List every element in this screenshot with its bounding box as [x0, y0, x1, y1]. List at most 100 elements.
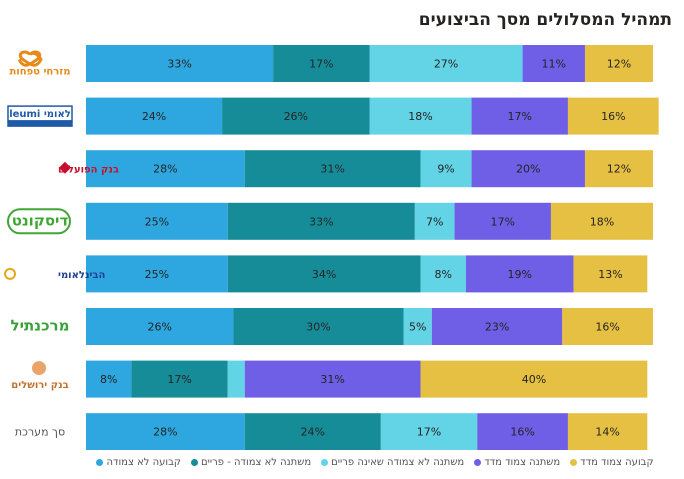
bar-segment[interactable] [562, 308, 653, 345]
bar-segment[interactable] [86, 360, 132, 398]
bar-segment[interactable] [227, 360, 245, 398]
bar-segment[interactable] [403, 308, 432, 345]
bar-segment[interactable] [233, 308, 404, 345]
legend-label: קבועה לא צמודה [106, 456, 182, 468]
data-label: 16% [601, 110, 625, 123]
sun-icon [4, 267, 16, 280]
bar-row: 25% 33% 7% 17% 18% [86, 202, 653, 240]
legend-label: משתנה צמוד מדד [484, 456, 561, 468]
data-label: 13% [598, 268, 622, 281]
chart-legend: קבועה לא צמודה משתנה לא צמודה - פריים משתנ… [96, 452, 654, 472]
bar-segment[interactable] [454, 202, 551, 240]
bar-segment[interactable] [567, 97, 659, 135]
bar-segment[interactable] [550, 202, 653, 240]
bank-name: הבינלאומי [58, 270, 105, 281]
bar-segment[interactable] [471, 150, 585, 188]
data-label: 31% [320, 163, 344, 176]
bar-segment[interactable] [86, 45, 274, 82]
bar-segment[interactable] [584, 150, 653, 188]
bank-name: לאומי leumi [9, 109, 71, 120]
bar-segment[interactable] [244, 150, 421, 188]
bank-name: בנק ירושלים [11, 380, 68, 391]
bank-logo: לאומי leumi [7, 105, 73, 127]
bank-logo: בנק הפועלים [58, 161, 119, 176]
stacked-bar-chart: 33% 17% 27% 11% 12% מזרחי טפחות 24% 26% 18% 17% 16… [4, 45, 659, 450]
bar-segment[interactable] [567, 413, 648, 450]
data-label: 17% [417, 426, 441, 439]
bar-row: 8% 17% 31% 40% [86, 360, 648, 398]
bar-segment[interactable] [227, 255, 421, 293]
data-label: 19% [508, 268, 532, 281]
bar-segment[interactable] [414, 202, 455, 240]
bank-logo: דיסקונט [7, 208, 71, 235]
data-label: 24% [142, 110, 166, 123]
legend-item[interactable]: קבועה לא צמודה [96, 457, 181, 468]
legend-item[interactable]: משתנה לא צמודה שאינה פריים [321, 457, 464, 468]
bar-segment[interactable] [86, 202, 228, 240]
bank-logo: מזרחי טפחות [9, 50, 71, 78]
bar-segment[interactable] [86, 97, 223, 135]
bar-segment[interactable] [420, 255, 466, 293]
legend-dot-icon [321, 458, 329, 466]
data-label: 28% [153, 426, 177, 439]
bar-row: 28% 24% 17% 16% 14% [86, 413, 648, 450]
data-label: 5% [409, 321, 426, 334]
bar-segment[interactable] [86, 255, 228, 293]
data-label: 27% [434, 58, 458, 71]
bar-segment[interactable] [131, 360, 228, 398]
legend-dot-icon [474, 458, 482, 466]
bank-name: מרכנתיל [11, 317, 70, 335]
legend-item[interactable]: משתנה לא צמודה - פריים [191, 457, 311, 468]
legend-dot-icon [570, 458, 578, 466]
bar-segment[interactable] [244, 413, 381, 450]
data-label: 20% [516, 163, 540, 176]
data-label: 11% [542, 58, 566, 71]
bar-segment[interactable] [86, 308, 234, 345]
data-label: 9% [437, 163, 454, 176]
legend-item[interactable]: קבועה צמוד מדד [570, 456, 654, 468]
bank-name: דיסקונט [12, 211, 69, 229]
bar-row: 28% 31% 9% 20% 12% [86, 150, 653, 188]
bar-segment[interactable] [369, 97, 472, 135]
data-label: 12% [607, 163, 631, 176]
infinity-icon [17, 50, 42, 67]
data-label: 40% [522, 373, 546, 386]
bar-segment[interactable] [573, 255, 648, 293]
bar-segment[interactable] [431, 308, 563, 345]
bar-row: 33% 17% 27% 11% 12% [86, 45, 653, 82]
bank-name: בנק הפועלים [58, 165, 119, 176]
bar-segment[interactable] [471, 97, 568, 135]
legend-label: משתנה לא צמודה שאינה פריים [331, 456, 465, 468]
bar-segment[interactable] [227, 202, 415, 240]
legend-label: קבועה צמוד מדד [580, 456, 654, 468]
data-label: 24% [301, 426, 325, 439]
bar-segment[interactable] [369, 45, 523, 82]
bar-segment[interactable] [380, 413, 478, 450]
data-label: 17% [508, 110, 532, 123]
bar-segment[interactable] [86, 413, 245, 450]
bar-segment[interactable] [584, 45, 653, 82]
bar-segment[interactable] [465, 255, 574, 293]
bar-segment[interactable] [244, 360, 421, 398]
bar-segment[interactable] [222, 97, 370, 135]
data-label: 8% [100, 373, 117, 386]
jerusalem-icon [32, 361, 46, 376]
data-label: 8% [434, 268, 451, 281]
bar-segment[interactable] [420, 360, 648, 398]
data-label: 17% [491, 215, 515, 228]
legend-item[interactable]: משתנה צמוד מדד [474, 457, 560, 468]
legend-dot-icon [191, 458, 199, 466]
bar-segment[interactable] [522, 45, 585, 82]
data-label: 14% [595, 426, 619, 439]
data-label: 30% [306, 321, 330, 334]
bank-logo: סך מערכת [15, 426, 65, 439]
data-label: 18% [590, 215, 614, 228]
bar-segment[interactable] [86, 150, 245, 188]
bar-segment[interactable] [477, 413, 568, 450]
leumi-logo-bar [8, 120, 72, 127]
data-label: 23% [485, 321, 509, 334]
discount-logo-frame [7, 208, 71, 235]
data-label: 17% [167, 373, 191, 386]
bar-segment[interactable] [273, 45, 370, 82]
bar-segment[interactable] [420, 150, 472, 188]
